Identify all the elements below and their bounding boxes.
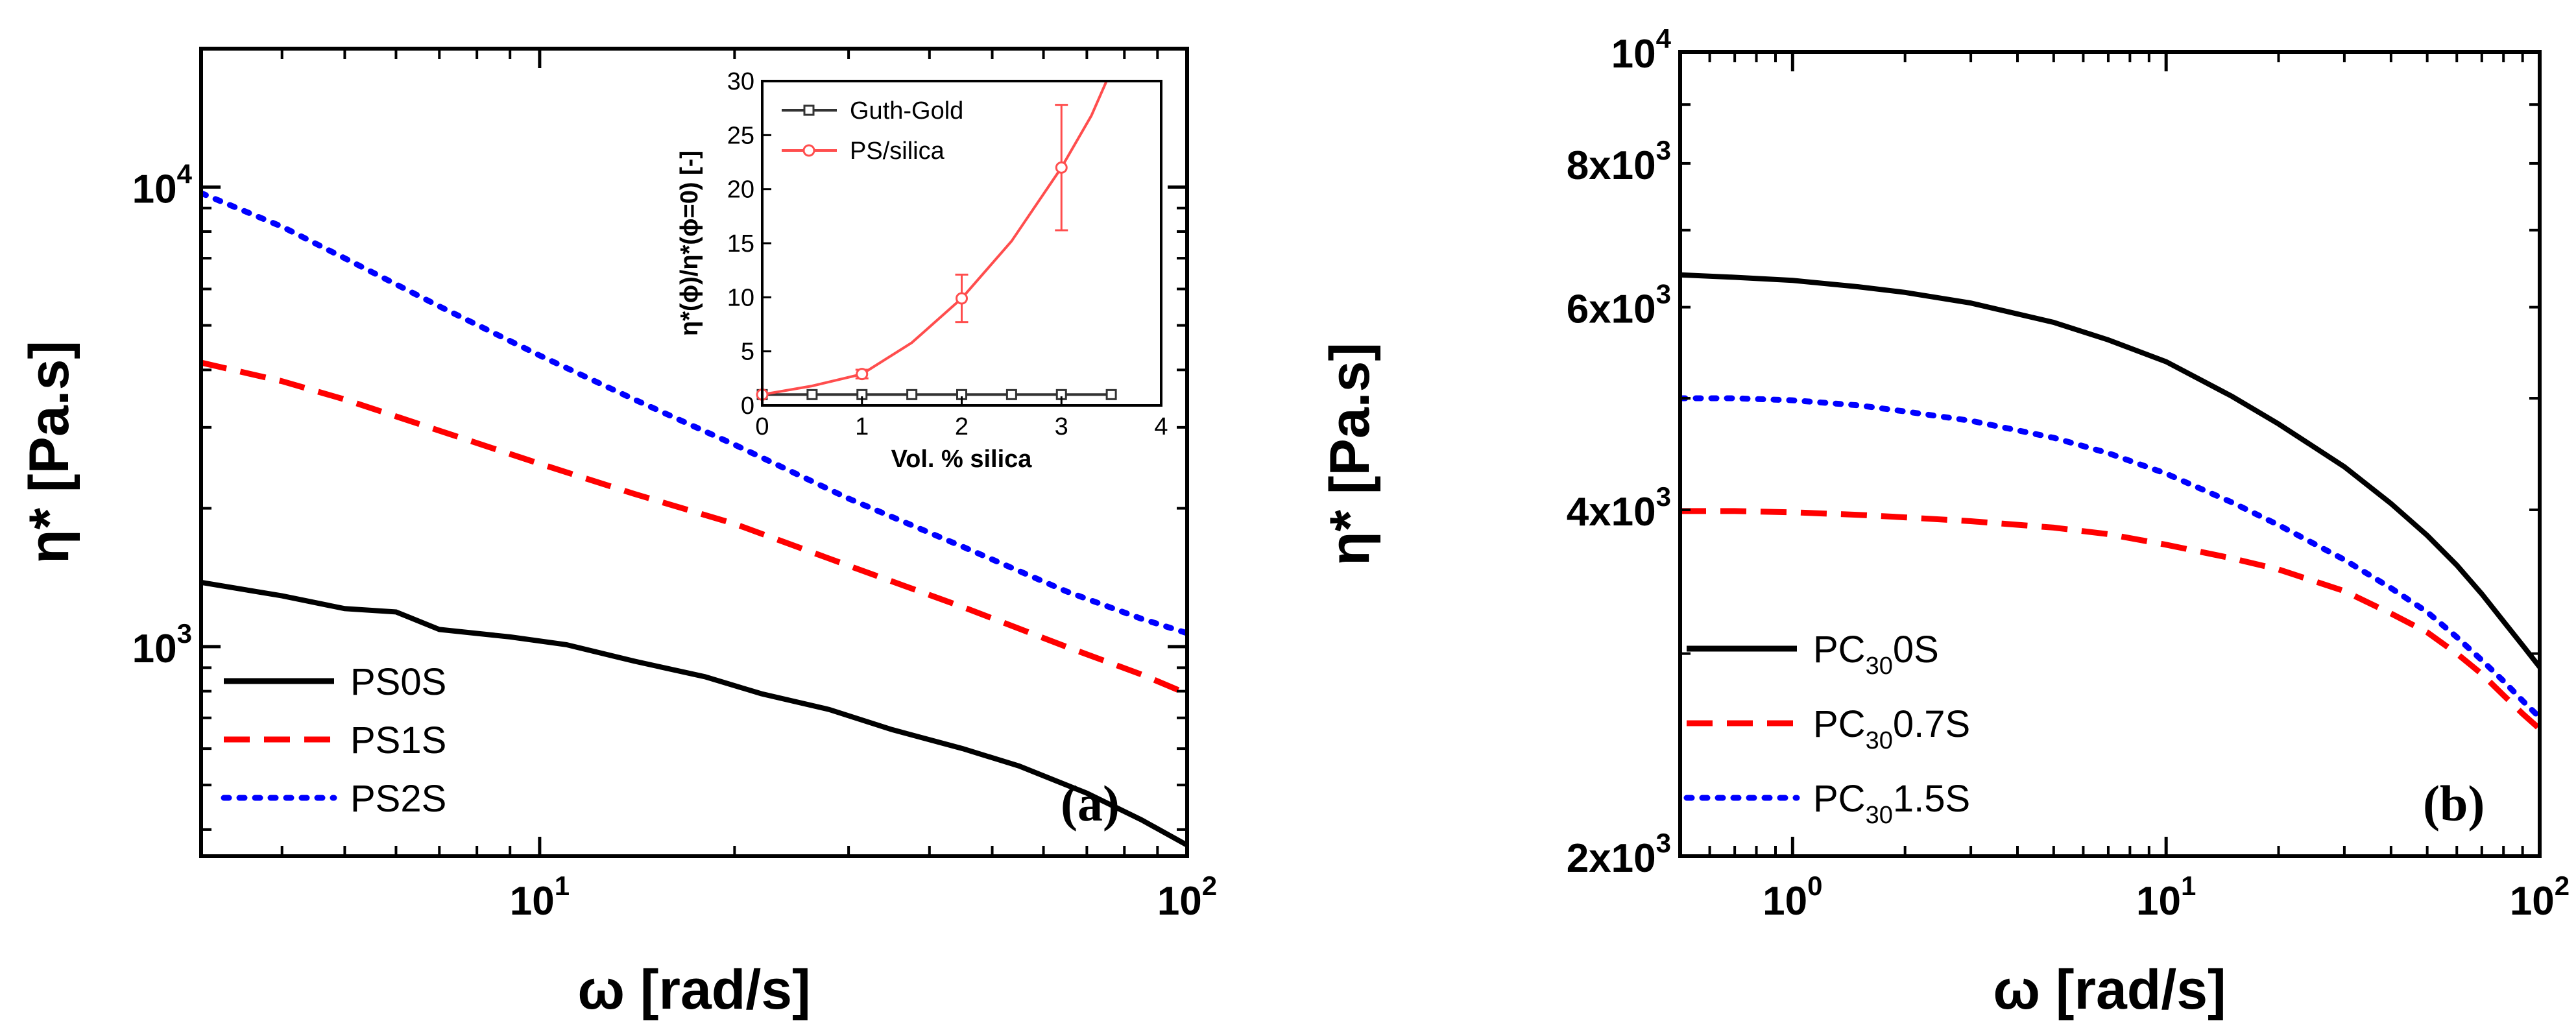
inset-legend: Guth-Gold PS/silica: [782, 97, 963, 165]
panel-b-series-line-1: [1680, 508, 2540, 732]
inset-y-axis-title: η*(ϕ)/η*(ϕ=0) [-]: [676, 150, 703, 336]
inset-background: [762, 81, 1161, 405]
inset-point: [806, 389, 818, 400]
inset-legend-label: PS/silica: [850, 138, 945, 165]
inset-x-axis-title: Vol. % silica: [891, 446, 1033, 473]
inset-y-tick-label: 5: [741, 339, 754, 366]
inset-legend-marker: [803, 104, 815, 116]
y-tick-label: 2x103: [1567, 828, 1671, 881]
inset-y-tick-label: 30: [727, 68, 754, 95]
inset-y-tick-label: 20: [727, 176, 754, 204]
panel-b-series-line-0: [1680, 272, 2540, 669]
inset-point: [1105, 389, 1117, 400]
inset-point: [1055, 161, 1068, 174]
x-tick-label: 101: [2136, 870, 2196, 924]
inset-y-tick-label: 15: [727, 230, 754, 258]
x-tick-label: 102: [1157, 870, 1217, 924]
panel-b-x-axis-title: ω [rad/s]: [1993, 959, 2226, 1021]
panel-b-frame: [1678, 50, 2542, 858]
panel-a-series-line-2: [201, 190, 1187, 636]
inset-x-tick-label: 0: [755, 413, 769, 440]
panel-b-y-axis-title: η* [Pa.s]: [1319, 342, 1381, 566]
y-tick-label: 104: [132, 158, 193, 211]
panel-a-legend: PS0S PS1S PS2S: [221, 661, 446, 820]
legend-label: PS0S: [350, 661, 446, 703]
inset-legend-marker: [802, 144, 815, 157]
inset-point: [906, 389, 918, 400]
inset-chart: 0 1 2 3 4 0 5 10 15 20 25 30 Vol. % silica η*(ϕ)/η*…: [676, 68, 1168, 473]
panel-a-x-axis-title: ω [rad/s]: [577, 959, 810, 1021]
panel-a-series-line-0: [201, 579, 1187, 848]
inset-x-tick-label: 2: [955, 413, 969, 440]
inset-y-tick-label: 25: [727, 122, 754, 149]
inset-y-tick-label: 10: [727, 284, 754, 311]
y-tick-label: 6x103: [1567, 279, 1671, 332]
panel-b-ticks: 100 101 102 2x103 4x103 6x103 8x103 104: [1567, 23, 2570, 924]
legend-label: PC300S: [1813, 629, 1939, 680]
panel-b: 100 101 102 2x103 4x103 6x103 8x103 104 ω [rad/…: [1319, 23, 2570, 1021]
panel-a-frame: [199, 47, 1189, 858]
x-tick-label: 102: [2510, 870, 2570, 924]
x-tick-label: 100: [1763, 870, 1822, 924]
y-tick-label: 4x103: [1567, 481, 1671, 534]
y-tick-label: 104: [1611, 23, 1672, 77]
panel-b-series: [1680, 272, 2540, 732]
panel-a-series: [201, 190, 1187, 848]
inset-point: [1005, 389, 1017, 400]
inset-ticks: 0 1 2 3 4 0 5 10 15 20 25 30: [727, 68, 1168, 440]
panel-a-series-line-1: [201, 359, 1187, 697]
x-tick-label: 101: [510, 870, 570, 924]
panel-a-annotation: (a): [1061, 775, 1120, 832]
inset-x-tick-label: 1: [855, 413, 869, 440]
y-tick-label: 8x103: [1567, 135, 1671, 188]
inset-y-tick-label: 0: [741, 392, 754, 420]
panel-b-series-line-2: [1680, 395, 2540, 721]
inset-x-tick-label: 3: [1055, 413, 1068, 440]
panel-b-legend: PC300S PC300.7S PC301.5S: [1683, 629, 1970, 829]
inset-point: [956, 292, 968, 305]
inset-legend-label: Guth-Gold: [850, 97, 963, 125]
inset-x-tick-label: 4: [1154, 413, 1168, 440]
legend-label: PC301.5S: [1813, 778, 1970, 829]
y-tick-label: 103: [132, 618, 192, 671]
legend-label: PS2S: [350, 778, 446, 820]
panel-a-y-axis-title: η* [Pa.s]: [18, 341, 80, 564]
legend-label: PC300.7S: [1813, 703, 1970, 754]
panel-b-annotation: (b): [2423, 775, 2485, 832]
legend-label: PS1S: [350, 719, 446, 762]
inset-point: [856, 368, 869, 381]
